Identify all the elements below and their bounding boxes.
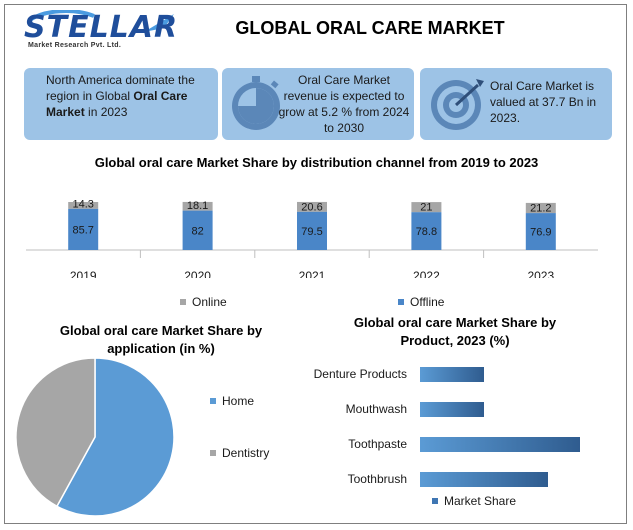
bar-online bbox=[411, 202, 442, 213]
bar-offline bbox=[525, 213, 556, 250]
chart3-label-toothpaste: Toothpaste bbox=[348, 437, 407, 451]
info-card-value-text: Oral Care Market is valued at 37.7 Bn in… bbox=[490, 79, 597, 125]
data-label-offline: 82 bbox=[191, 225, 203, 237]
info-card-growth-text: Oral Care Market revenue is expected to … bbox=[278, 73, 410, 135]
chart2-legend-home: Home bbox=[210, 394, 254, 408]
data-label-online: 21 bbox=[420, 202, 432, 214]
chart1-legend-offline: Offline bbox=[398, 295, 444, 309]
stopwatch-icon bbox=[232, 76, 280, 130]
x-tick-label: 2019 bbox=[70, 269, 97, 278]
x-tick-label: 2023 bbox=[527, 269, 554, 278]
info-card-region: North America dominate the region in Glo… bbox=[24, 68, 218, 140]
legend-swatch-online bbox=[180, 299, 186, 305]
x-tick-label: 2021 bbox=[299, 269, 326, 278]
legend-label-online: Online bbox=[192, 295, 227, 309]
data-label-online: 14.3 bbox=[72, 198, 93, 210]
target-icon bbox=[431, 79, 484, 130]
infographic-frame bbox=[4, 4, 627, 524]
logo: STELLAR Market Research Pvt. Ltd. bbox=[24, 10, 194, 54]
x-tick-label: 2022 bbox=[413, 269, 440, 278]
chart1-title: Global oral care Market Share by distrib… bbox=[94, 155, 539, 170]
data-label-offline: 76.9 bbox=[530, 227, 551, 239]
bar-offline bbox=[411, 212, 442, 250]
logo-swoosh-icon bbox=[28, 10, 174, 32]
chart2-title: Global oral care Market Share by applica… bbox=[59, 323, 263, 356]
chart3-legend: Market Share bbox=[432, 494, 516, 508]
legend-swatch-home bbox=[210, 398, 216, 404]
chart1-legend-online: Online bbox=[180, 295, 227, 309]
legend-label-offline: Offline bbox=[410, 295, 445, 309]
bar-online bbox=[297, 201, 327, 212]
pie-slice-home bbox=[55, 357, 175, 517]
legend-swatch-offline bbox=[398, 299, 404, 305]
bar-online bbox=[68, 202, 99, 209]
info-card-region-text: North America dominate the region in Glo… bbox=[46, 72, 208, 120]
data-label-online: 18.1 bbox=[187, 200, 208, 212]
data-label-offline: 78.8 bbox=[416, 226, 437, 238]
chart3-label-mouthwash: Mouthwash bbox=[345, 402, 407, 416]
bar-online bbox=[182, 201, 213, 211]
legend-label-market-share: Market Share bbox=[444, 494, 517, 508]
x-tick-label: 2020 bbox=[184, 269, 211, 278]
chart1-svg: 14.3 85.7 2019 18.1 82 2020 20.6 79.5 2021 21 78.8… bbox=[26, 198, 598, 278]
chart3-label-toothbrush: Toothbrush bbox=[347, 472, 407, 486]
data-label-offline: 79.5 bbox=[301, 226, 322, 238]
bar-offline bbox=[182, 210, 213, 250]
logo-subtitle: Market Research Pvt. Ltd. bbox=[28, 42, 122, 49]
legend-swatch-market-share bbox=[432, 498, 438, 504]
pie-slice-dentistry bbox=[15, 357, 96, 508]
chart3-label-denture: Denture Products bbox=[313, 367, 407, 381]
bar-offline bbox=[297, 211, 327, 250]
card-text-bold: Oral Care Market bbox=[46, 89, 188, 119]
page-title: GLOBAL ORAL CARE MARKET bbox=[235, 18, 505, 38]
data-label-online: 21.2 bbox=[530, 203, 551, 215]
card-text-pre: North America dominate the region in Glo… bbox=[46, 73, 195, 103]
legend-swatch-dentistry bbox=[210, 450, 216, 456]
logo-name: STELLAR bbox=[24, 10, 179, 45]
legend-label-dentistry: Dentistry bbox=[222, 446, 270, 460]
card-text-post: in 2023 bbox=[84, 105, 128, 119]
data-label-online: 20.6 bbox=[301, 201, 322, 213]
info-card-value: Oral Care Market is valued at 37.7 Bn in… bbox=[420, 68, 612, 140]
bar-offline bbox=[68, 208, 99, 250]
chart3-title: Global oral care Market Share by Product… bbox=[353, 315, 557, 348]
info-card-growth: Oral Care Market revenue is expected to … bbox=[222, 68, 414, 140]
chart2-svg bbox=[15, 357, 175, 517]
chart2-legend-dentistry: Dentistry bbox=[210, 446, 269, 460]
legend-label-home: Home bbox=[222, 394, 255, 408]
bar-online bbox=[525, 202, 556, 214]
data-label-offline: 85.7 bbox=[72, 224, 93, 236]
